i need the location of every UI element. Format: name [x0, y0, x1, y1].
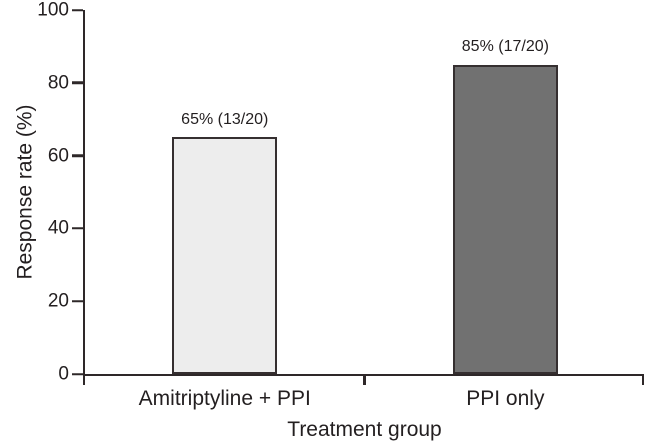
y-tick-label-80: 80: [47, 72, 69, 94]
x-tick-right: [641, 374, 644, 385]
y-tick-label-40: 40: [47, 217, 69, 239]
y-tick-0: [72, 372, 83, 376]
x-category-label-amitriptyline-ppi: Amitriptyline + PPI: [138, 387, 311, 410]
y-tick-60: [72, 154, 83, 157]
bar-ppi-only: [452, 64, 558, 374]
y-tick-label-100: 100: [37, 0, 69, 21]
y-axis-title: Response rate (%): [13, 104, 37, 280]
x-tick-left: [82, 374, 85, 385]
y-tick-80: [72, 81, 83, 85]
x-category-label-ppi-only: PPI only: [466, 387, 545, 410]
y-tick-label-20: 20: [47, 290, 69, 312]
bar-amitriptyline-ppi: [172, 137, 278, 374]
x-axis-title: Treatment group: [287, 418, 442, 441]
bar-value-label-amitriptyline-ppi: 65% (13/20): [181, 110, 269, 128]
plot-area: 0 20 40 60 80 100 65% (13/20) 85% (17/20…: [37, 1, 644, 440]
y-tick-label-0: 0: [58, 363, 69, 385]
bar-value-label-ppi-only: 85% (17/20): [461, 38, 549, 56]
y-tick-40: [72, 227, 83, 230]
y-tick-label-60: 60: [47, 145, 69, 167]
y-tick-20: [72, 299, 83, 303]
x-tick-middle: [363, 374, 366, 385]
y-tick-100: [72, 8, 83, 12]
